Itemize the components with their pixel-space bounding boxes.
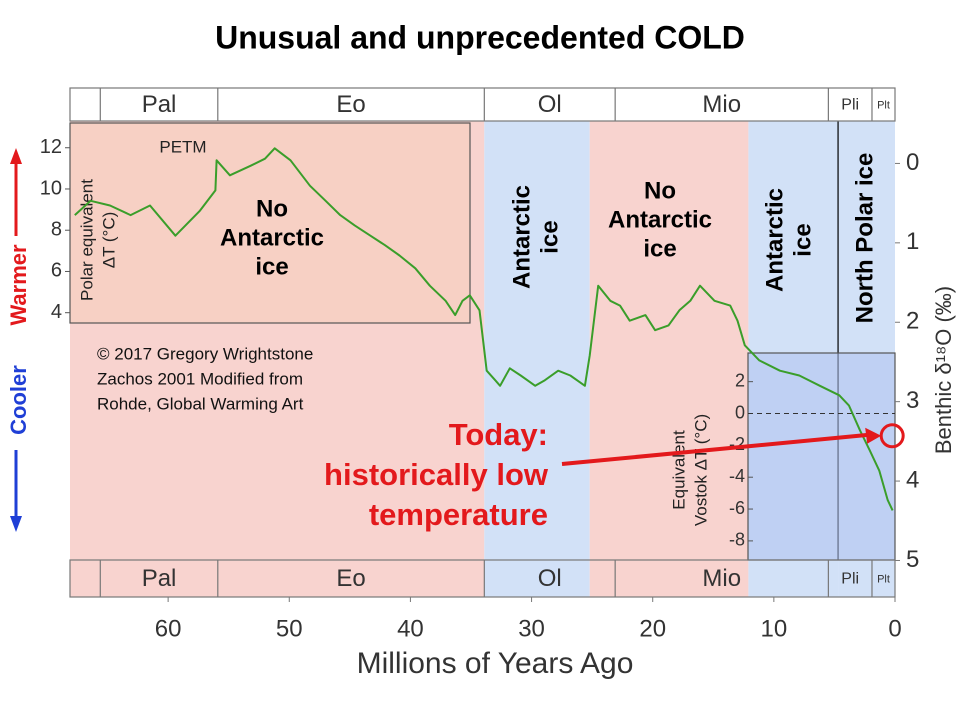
ice-region <box>484 88 590 597</box>
vostok-tick-label: -4 <box>729 466 745 486</box>
warmer-arrowhead <box>10 148 22 164</box>
left-tick-label: 4 <box>51 301 62 323</box>
left-tick-label: 8 <box>51 218 62 240</box>
chart-title: Unusual and unprecedented COLD <box>215 19 745 55</box>
petm-label: PETM <box>159 137 206 156</box>
x-tick-label: 60 <box>155 615 182 642</box>
vostok-tick-label: 2 <box>735 370 745 390</box>
region-label: North Polar ice <box>851 153 878 324</box>
epoch-bar <box>69 559 896 598</box>
epoch-label: Mio <box>702 91 741 118</box>
epoch-bar <box>69 87 896 122</box>
cooler-label: Cooler <box>6 365 31 435</box>
epoch-label: Pal <box>142 565 177 592</box>
inset-box <box>69 122 471 324</box>
y2-axis-label: Benthic δ¹⁸O (‰) <box>931 286 956 454</box>
left-axis-label: ΔT (°C) <box>99 212 118 269</box>
vostok-tick-label: -8 <box>729 530 745 550</box>
data-line <box>74 147 894 511</box>
today-label: temperature <box>369 497 548 532</box>
y2-tick-label: 1 <box>906 228 919 255</box>
today-arrowhead <box>865 427 882 444</box>
y2-tick-label: 4 <box>906 466 919 493</box>
left-tick-label: 10 <box>40 177 62 199</box>
region-label: ice <box>255 253 288 280</box>
region-label: No <box>256 195 288 222</box>
region-label: Antarctic <box>608 206 712 233</box>
x-tick-label: 0 <box>888 615 901 642</box>
vostok-axis-label: Vostok ΔT (°C) <box>691 414 710 526</box>
x-axis-label: Millions of Years Ago <box>357 647 634 680</box>
region-label: ice <box>643 235 676 262</box>
region-label: No <box>644 177 676 204</box>
y2-tick-label: 5 <box>906 546 919 573</box>
left-tick-label: 12 <box>40 136 62 158</box>
vostok-axis-label: Equivalent <box>669 430 688 510</box>
left-axis-label: Polar equivalent <box>77 179 96 301</box>
credit-text: Rohde, Global Warming Art <box>97 394 304 413</box>
x-tick-label: 50 <box>276 615 303 642</box>
region-label: ice <box>536 220 563 253</box>
left-tick-label: 6 <box>51 260 62 282</box>
vostok-tick-label: 0 <box>735 402 745 422</box>
x-tick-label: 20 <box>639 615 666 642</box>
today-label: historically low <box>324 457 549 492</box>
credit-text: © 2017 Gregory Wrightstone <box>97 344 313 363</box>
region-label: Antarctic <box>508 185 535 289</box>
epoch-label: Plt <box>877 99 890 111</box>
epoch-label: Eo <box>336 91 365 118</box>
epoch-label: Pli <box>841 571 859 588</box>
today-label: Today: <box>449 417 548 452</box>
credit-text: Zachos 2001 Modified from <box>97 369 303 388</box>
epoch-label: Pal <box>142 91 177 118</box>
y2-tick-label: 3 <box>906 387 919 414</box>
vostok-tick-label: -2 <box>729 434 745 454</box>
region-label: ice <box>789 223 816 256</box>
vostok-tick-label: -6 <box>729 498 745 518</box>
epoch-label: Eo <box>336 565 365 592</box>
warmer-label: Warmer <box>6 244 31 326</box>
region-label: Antarctic <box>761 188 788 292</box>
x-tick-label: 10 <box>761 615 788 642</box>
ice-region <box>589 88 749 597</box>
x-tick-label: 30 <box>518 615 545 642</box>
cooler-arrowhead <box>10 516 22 532</box>
today-marker <box>879 423 905 449</box>
epoch-label: Ol <box>538 565 562 592</box>
y2-tick-label: 0 <box>906 149 919 176</box>
epoch-label: Ol <box>538 91 562 118</box>
region-label: Antarctic <box>220 224 324 251</box>
epoch-label: Mio <box>702 565 741 592</box>
epoch-label: Pli <box>841 97 859 114</box>
today-arrow <box>561 432 870 466</box>
x-tick-label: 40 <box>397 615 424 642</box>
y2-tick-label: 2 <box>906 308 919 335</box>
epoch-label: Plt <box>877 573 890 585</box>
